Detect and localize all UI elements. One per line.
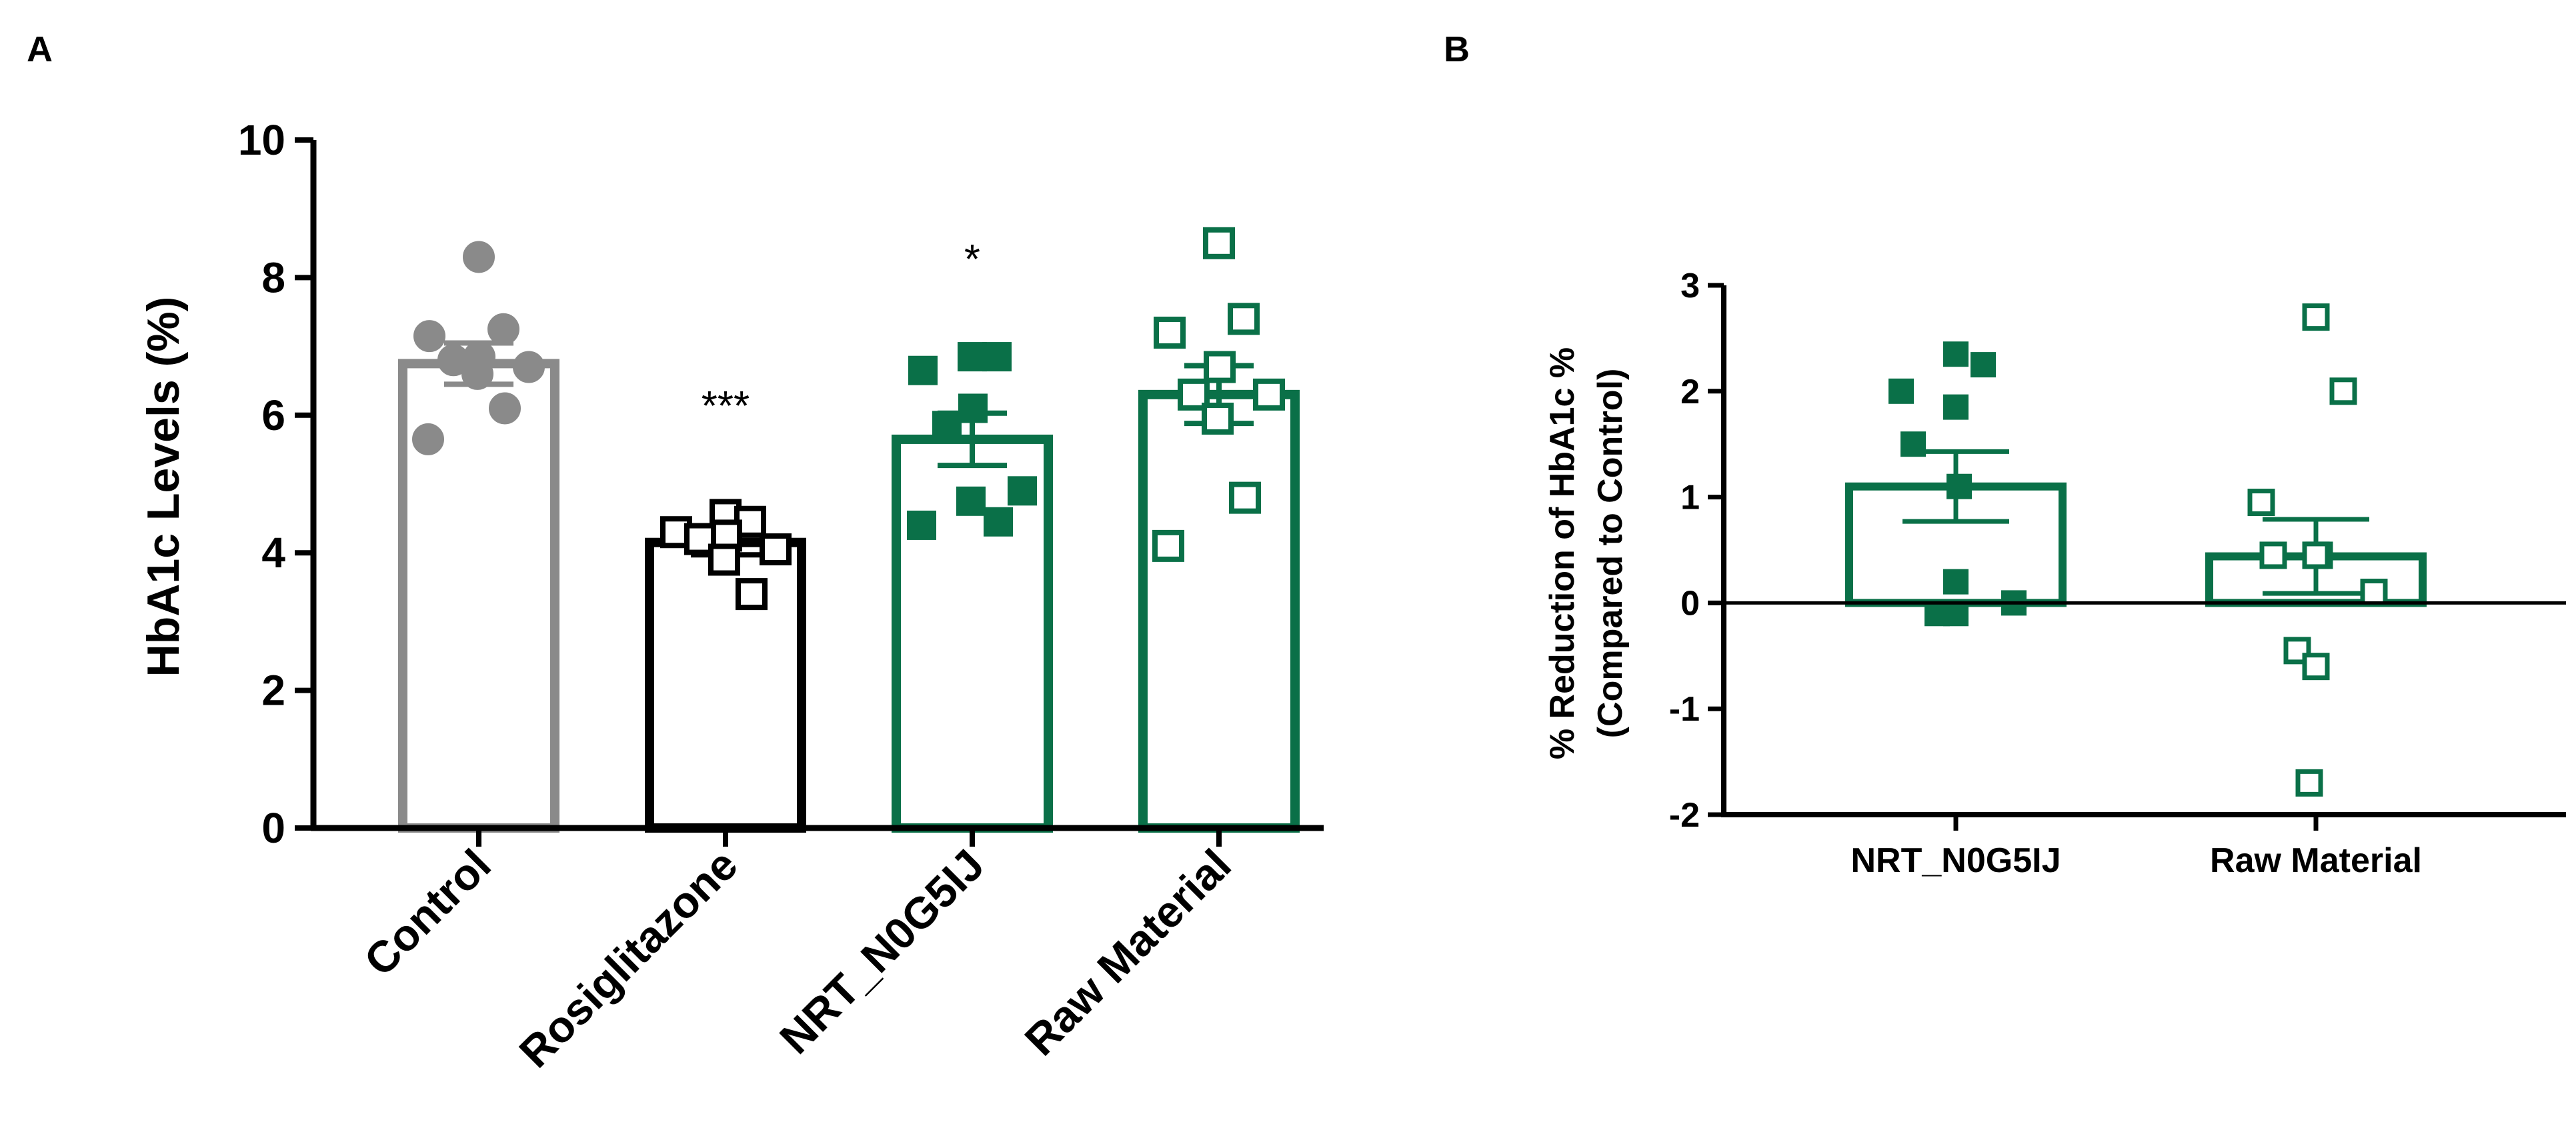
chart-b-y-axis-label-line2: (Compared to Control) bbox=[1591, 369, 1630, 739]
x-tick-label-0: Control bbox=[355, 840, 500, 985]
data-point-2-3 bbox=[958, 393, 988, 423]
data-point-2-6 bbox=[956, 486, 986, 516]
data-point-0-4 bbox=[437, 344, 469, 377]
bar-3 bbox=[1138, 389, 1300, 833]
data-point-0-2 bbox=[1888, 378, 1914, 404]
data-point-0-3 bbox=[1943, 394, 1969, 420]
y-tick-label-4: 8 bbox=[261, 253, 285, 301]
data-point-1-9 bbox=[2302, 653, 2330, 681]
data-point-1-2 bbox=[2247, 489, 2275, 517]
data-point-2-2 bbox=[908, 355, 938, 385]
chart-a-y-ticks: 0 2 4 6 8 10 bbox=[238, 116, 313, 852]
y-tick-label-5: 10 bbox=[238, 116, 285, 164]
data-point-1-0 bbox=[2302, 303, 2330, 331]
y-tick-label-1: 2 bbox=[261, 667, 285, 715]
data-point-1-6 bbox=[708, 543, 740, 576]
x-tick-label-1: Rosiglitazone bbox=[509, 840, 747, 1077]
bar-1 bbox=[645, 537, 806, 833]
y-tick-label-3: 1 bbox=[1680, 479, 1700, 517]
chart-a-points bbox=[412, 227, 1285, 611]
chart-b: -2 -1 0 1 2 3 NRT_N0G5IJ Raw Material % Reduct… bbox=[1543, 267, 2566, 880]
y-tick-label-3: 6 bbox=[261, 391, 285, 439]
data-point-2-4 bbox=[932, 411, 962, 441]
data-point-0-9 bbox=[1943, 601, 1969, 627]
chart-a-significance: **** bbox=[702, 237, 980, 429]
data-point-3-7 bbox=[1229, 481, 1261, 514]
data-point-1-1 bbox=[2329, 377, 2357, 405]
data-point-0-4 bbox=[1900, 431, 1926, 457]
chart-b-bars bbox=[1845, 482, 2427, 607]
chart-a: 0 2 4 6 8 10 Control Rosiglitazone NRT_N0G5IJ Ra… bbox=[138, 116, 1324, 1077]
data-point-0-8 bbox=[412, 423, 444, 455]
data-point-0-0 bbox=[1943, 341, 1969, 367]
chart-a-y-axis-label: HbA1c Levels (%) bbox=[138, 297, 189, 677]
y-tick-label-1: -1 bbox=[1669, 690, 1700, 729]
x-tick-label-2: NRT_N0G5IJ bbox=[770, 840, 994, 1063]
data-point-2-0 bbox=[958, 342, 987, 372]
data-point-0-2 bbox=[413, 320, 445, 353]
data-point-3-6 bbox=[1202, 402, 1234, 435]
chart-a-error-bars bbox=[444, 340, 1254, 558]
data-point-1-5 bbox=[760, 533, 792, 566]
data-point-0-5 bbox=[1947, 473, 1972, 499]
data-point-0-6 bbox=[461, 357, 493, 390]
chart-b-x-ticks: NRT_N0G5IJ Raw Material bbox=[1851, 815, 2422, 880]
data-point-1-7 bbox=[736, 578, 768, 611]
y-tick-label-0: -2 bbox=[1669, 796, 1700, 835]
chart-b-points bbox=[1888, 303, 2388, 797]
y-tick-label-0: 0 bbox=[261, 804, 285, 852]
data-point-1-10 bbox=[2295, 769, 2323, 797]
chart-b-y-axis-label: % Reduction of HbA1c % bbox=[1543, 347, 1582, 759]
data-point-1-7 bbox=[2360, 579, 2388, 607]
data-point-3-1 bbox=[1228, 303, 1260, 335]
data-point-3-3 bbox=[1204, 351, 1236, 383]
y-tick-label-4: 2 bbox=[1680, 373, 1700, 411]
data-point-2-1 bbox=[982, 342, 1012, 372]
chart-b-error-bars bbox=[1902, 449, 2369, 596]
x-tick-label-3: Raw Material bbox=[1015, 840, 1240, 1065]
data-point-0-7 bbox=[489, 392, 521, 425]
chart-b-axes bbox=[1721, 285, 2566, 817]
y-tick-label-2: 4 bbox=[261, 529, 285, 577]
y-tick-label-5: 3 bbox=[1680, 267, 1700, 305]
panel-label-b: B bbox=[1444, 29, 1470, 69]
data-point-0-6 bbox=[1943, 569, 1969, 595]
data-point-0-0 bbox=[463, 241, 495, 273]
chart-b-y-ticks: -2 -1 0 1 2 3 bbox=[1669, 267, 1724, 835]
y-tick-label-2: 0 bbox=[1680, 584, 1700, 623]
data-point-3-2 bbox=[1154, 316, 1186, 349]
data-point-0-1 bbox=[1971, 352, 1996, 378]
chart-a-bars bbox=[398, 359, 1300, 833]
panel-label-a: A bbox=[27, 29, 53, 69]
data-point-3-0 bbox=[1203, 227, 1235, 259]
data-point-3-8 bbox=[1152, 529, 1184, 562]
data-point-0-5 bbox=[513, 351, 545, 383]
data-point-0-1 bbox=[487, 313, 519, 345]
chart-a-axes bbox=[310, 140, 1324, 831]
data-point-1-6 bbox=[2302, 541, 2330, 569]
significance-label-2: * bbox=[964, 237, 980, 283]
data-point-2-8 bbox=[907, 510, 936, 540]
chart-a-x-ticks: Control Rosiglitazone NRT_N0G5IJ Raw Materi… bbox=[355, 828, 1240, 1077]
data-point-2-7 bbox=[984, 507, 1013, 537]
significance-label-1: *** bbox=[702, 383, 750, 429]
x-tick-label-0: NRT_N0G5IJ bbox=[1851, 841, 2061, 880]
x-tick-label-1: Raw Material bbox=[2210, 841, 2422, 880]
data-point-3-5 bbox=[1253, 378, 1285, 411]
data-point-1-4 bbox=[2259, 541, 2287, 569]
data-point-2-5 bbox=[1008, 476, 1037, 506]
